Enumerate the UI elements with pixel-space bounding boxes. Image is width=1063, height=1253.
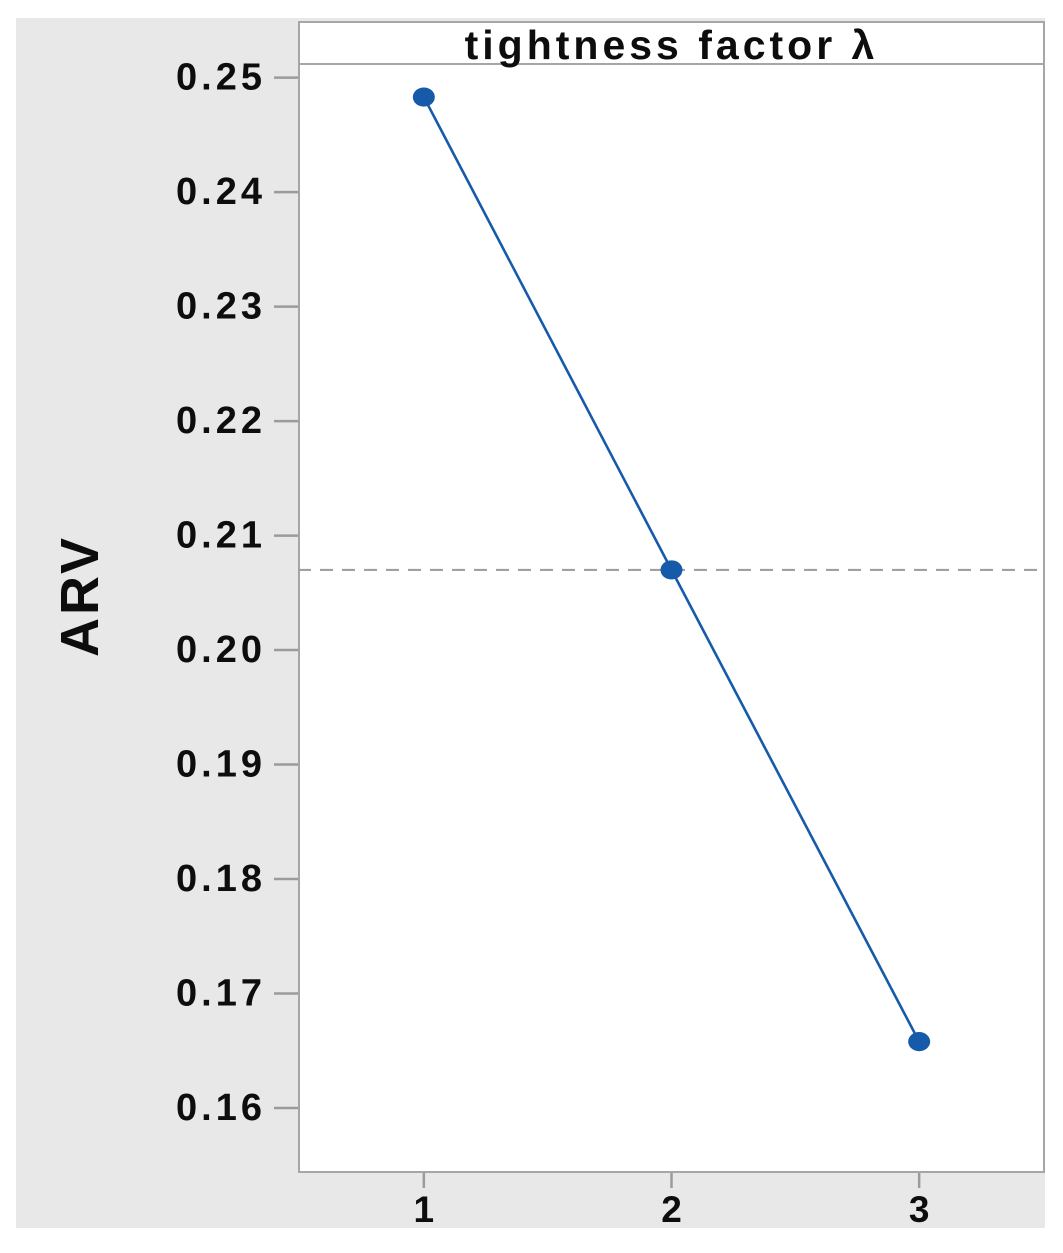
y-tick-label: 0.17: [176, 973, 266, 1015]
x-tick-label: 2: [661, 1189, 682, 1230]
y-tick-label: 0.22: [176, 400, 266, 442]
panel-title-band: tightness factor λ: [300, 23, 1043, 65]
y-tick-label: 0.23: [176, 286, 266, 328]
y-tick-label: 0.16: [176, 1087, 266, 1129]
data-point-marker: [908, 1032, 931, 1052]
plot-frame: tightness factor λ: [298, 21, 1045, 1173]
y-tick-label: 0.21: [176, 515, 266, 557]
y-tick-label: 0.25: [176, 57, 266, 99]
y-tick-label: 0.24: [176, 171, 266, 213]
x-tick-label: 3: [909, 1189, 930, 1230]
y-tick-label: 0.19: [176, 744, 266, 786]
data-point-marker: [412, 87, 435, 107]
y-tick-label: 0.18: [176, 858, 266, 900]
y-tick-label: 0.20: [176, 629, 266, 671]
panel-title: tightness factor λ: [464, 21, 879, 68]
x-tick-label: 1: [414, 1189, 435, 1230]
data-point-marker: [660, 560, 683, 580]
